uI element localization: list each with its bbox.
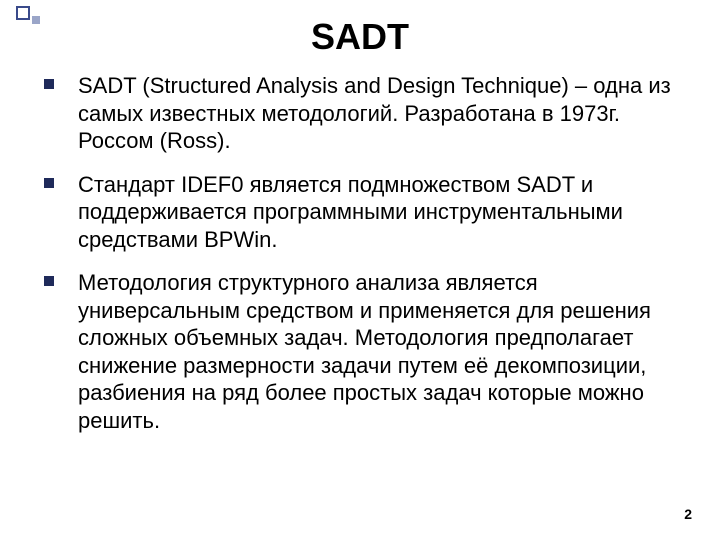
bullet-item: Методология структурного анализа являетс… [44,269,690,434]
bullet-icon [44,276,54,286]
bullet-icon [44,178,54,188]
page-number: 2 [684,506,692,522]
bullet-item: SADT (Structured Analysis and Design Tec… [44,72,690,155]
bullet-text: SADT (Structured Analysis and Design Tec… [78,73,671,153]
bullet-text: Стандарт IDEF0 является подмножеством SA… [78,172,623,252]
bullet-icon [44,79,54,89]
bullet-item: Стандарт IDEF0 является подмножеством SA… [44,171,690,254]
slide-title: SADT [0,16,720,58]
bullet-text: Методология структурного анализа являетс… [78,270,651,433]
slide: SADT SADT (Structured Analysis and Desig… [0,0,720,540]
slide-body: SADT (Structured Analysis and Design Tec… [44,72,690,450]
